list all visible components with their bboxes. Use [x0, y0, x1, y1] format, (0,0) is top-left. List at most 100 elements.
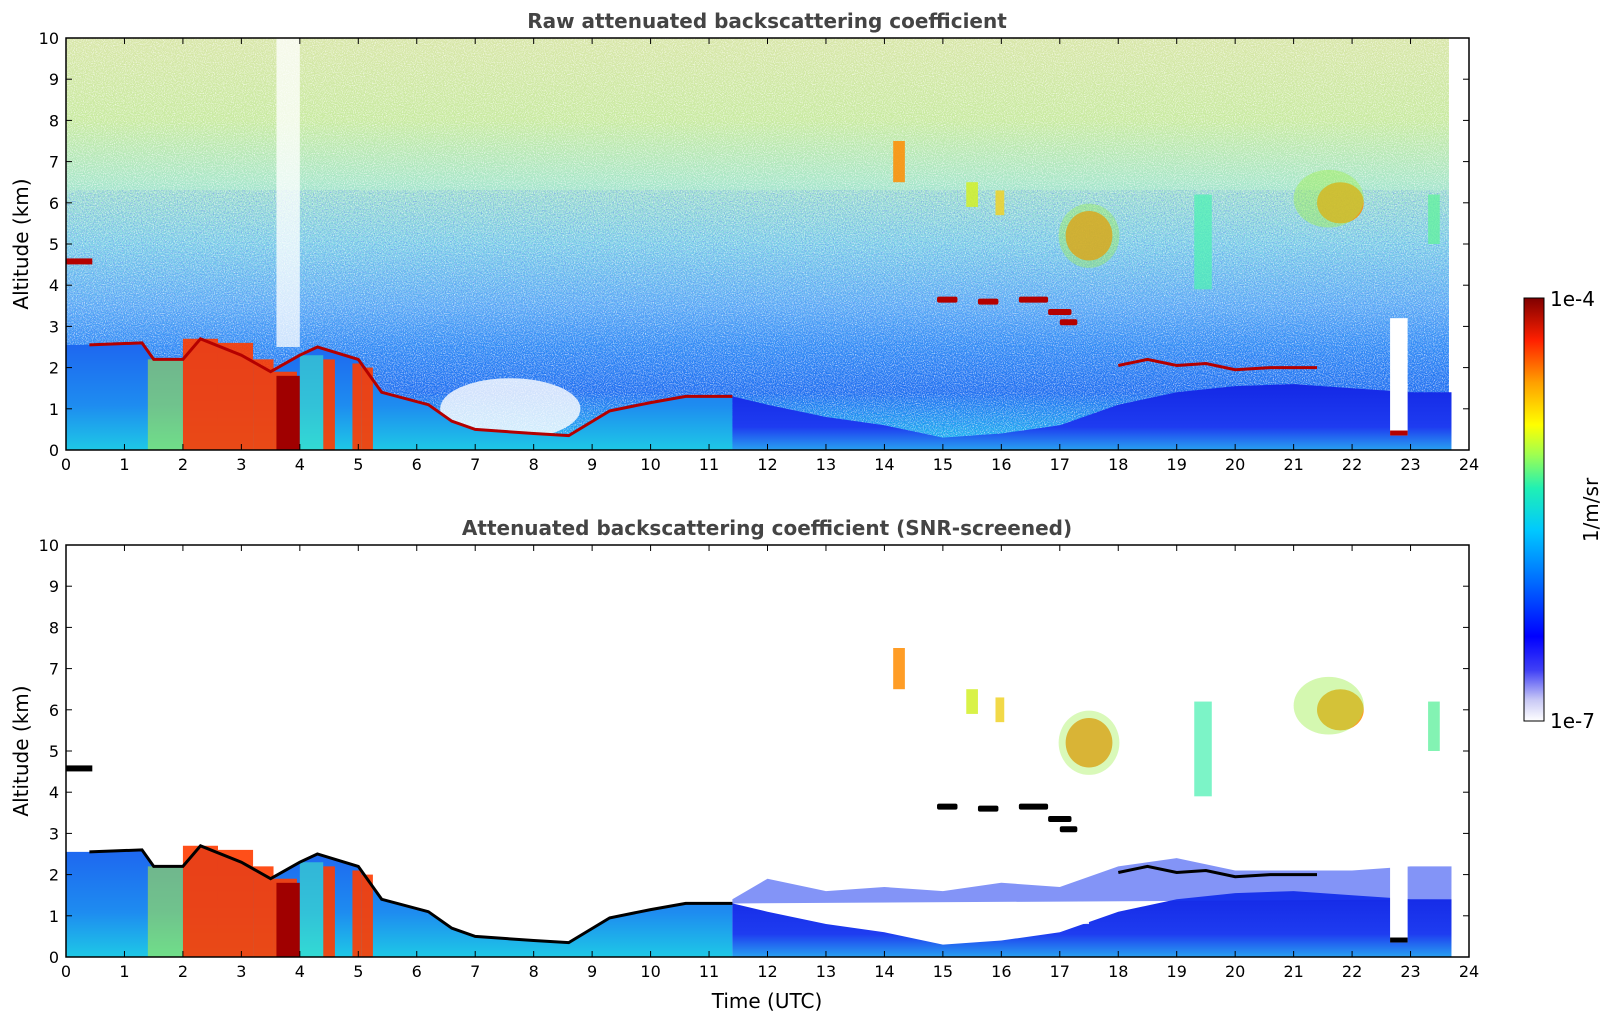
y-tick-label: 0: [49, 441, 59, 460]
x-tick-label: 21: [1283, 455, 1303, 474]
colorbar: 1e-4 1e-7 1/m/sr: [1523, 287, 1603, 733]
mid-level-cloud-segment: [977, 805, 999, 812]
x-tick-label: 20: [1225, 455, 1245, 474]
precipitation-gap: [1390, 318, 1408, 436]
x-tick-label: 17: [1050, 962, 1070, 981]
y-tick-label: 1: [49, 400, 59, 419]
x-tick-label: 22: [1342, 455, 1362, 474]
low-cloud-column: [323, 359, 335, 450]
x-tick-label: 5: [353, 962, 363, 981]
cirrus-streak: [966, 689, 978, 714]
low-cloud-column: [361, 367, 373, 450]
x-tick-label: 18: [1108, 455, 1128, 474]
screened-gap: [913, 907, 1090, 925]
y-tick-label: 3: [49, 824, 59, 843]
screened-axes: 0 1 2 3 4 5 6 7 8 9 10 11 12 13 14 15 16 17 18 19 20 21 22 23 24…: [39, 536, 1480, 981]
cirrus-streak: [1428, 194, 1440, 244]
x-tick-label: 5: [353, 455, 363, 474]
high-ice-cloud-halo: [1058, 203, 1120, 268]
x-tick-label: 4: [295, 962, 305, 981]
virga-column: [1194, 194, 1212, 290]
x-tick-label: 13: [816, 455, 836, 474]
thin-cloud-column: [299, 355, 324, 450]
x-tick-label: 3: [236, 962, 246, 981]
high-ice-cloud: [1065, 211, 1113, 261]
x-tick-label: 1: [119, 455, 129, 474]
thin-cloud-column: [147, 359, 183, 450]
y-tick-label: 9: [49, 70, 59, 89]
high-ice-cloud-halo: [1293, 676, 1364, 735]
dense-cloud-column: [276, 882, 300, 957]
colorbar-max-label: 1e-4: [1550, 287, 1595, 311]
x-tick-label: 8: [529, 962, 539, 981]
x-tick-label: 6: [412, 455, 422, 474]
aerosol-speckle-region: [732, 858, 1452, 904]
y-tick-label: 8: [49, 111, 59, 130]
x-tick-label: 6: [412, 962, 422, 981]
x-tick-label: 0: [61, 962, 71, 981]
high-ice-cloud: [1317, 182, 1364, 224]
x-tick-label: 14: [874, 962, 894, 981]
screened-feature-layer: [66, 545, 1469, 957]
thin-cloud-column: [299, 862, 324, 957]
x-tick-label: 8: [529, 455, 539, 474]
x-tick-label: 23: [1400, 455, 1420, 474]
mid-level-cloud-segment: [1048, 815, 1072, 822]
high-ice-cloud-halo: [1058, 710, 1120, 775]
screened-y-axis-label: Altitude (km): [9, 685, 33, 816]
cirrus-streak: [1428, 701, 1440, 751]
high-ice-cloud-halo: [1293, 169, 1364, 228]
y-tick-label: 1: [49, 907, 59, 926]
solar-noise-clearing: [440, 378, 581, 440]
x-axis-label: Time (UTC): [711, 989, 823, 1013]
low-cloud-column: [352, 870, 362, 957]
low-cloud-column: [182, 338, 218, 450]
mid-level-cloud-segment: [977, 298, 999, 305]
mid-level-cloud-segment: [937, 296, 958, 303]
precipitation-gap: [1390, 866, 1408, 943]
x-tick-label: 17: [1050, 455, 1070, 474]
elevated-layer-line: [1117, 357, 1317, 372]
cloud-top-line: [89, 337, 733, 438]
x-tick-label: 16: [991, 962, 1011, 981]
raw-feature-layer: [66, 38, 1469, 450]
screened-backscatter-panel: Attenuated backscattering coefficient (S…: [9, 516, 1479, 1013]
y-tick-label: 4: [49, 783, 59, 802]
mid-level-cloud-segment: [937, 803, 958, 810]
y-tick-label: 4: [49, 276, 59, 295]
screened-heatmap-area: [66, 545, 1469, 957]
virga-column: [1194, 701, 1212, 797]
x-tick-label: 15: [933, 455, 953, 474]
y-tick-label: 7: [49, 660, 59, 679]
y-tick-label: 9: [49, 577, 59, 596]
x-tick-label: 12: [757, 455, 777, 474]
raw-heatmap-area: [66, 38, 1469, 450]
x-tick-label: 21: [1283, 962, 1303, 981]
x-tick-label: 15: [933, 962, 953, 981]
cirrus-streak: [995, 697, 1005, 723]
y-tick-label: 10: [39, 536, 59, 555]
y-tick-label: 7: [49, 153, 59, 172]
x-tick-label: 10: [640, 962, 660, 981]
y-tick-label: 6: [49, 194, 59, 213]
y-tick-label: 6: [49, 701, 59, 720]
x-tick-label: 24: [1459, 962, 1479, 981]
elevated-layer-line: [1117, 864, 1317, 879]
y-tick-label: 5: [49, 235, 59, 254]
y-tick-label: 2: [49, 866, 59, 885]
mid-level-cloud-segment: [1018, 803, 1049, 810]
y-tick-label: 10: [39, 29, 59, 48]
x-tick-label: 0: [61, 455, 71, 474]
x-tick-label: 23: [1400, 962, 1420, 981]
x-tick-label: 11: [699, 455, 719, 474]
boundary-layer-fill-afternoon: [732, 891, 1452, 957]
y-tick-label: 3: [49, 317, 59, 336]
cirrus-streak: [995, 190, 1005, 216]
x-tick-label: 7: [470, 455, 480, 474]
early-high-cloud: [66, 765, 93, 772]
x-tick-label: 19: [1167, 962, 1187, 981]
x-tick-label: 3: [236, 455, 246, 474]
low-cloud-column: [217, 342, 254, 450]
x-tick-label: 16: [991, 455, 1011, 474]
